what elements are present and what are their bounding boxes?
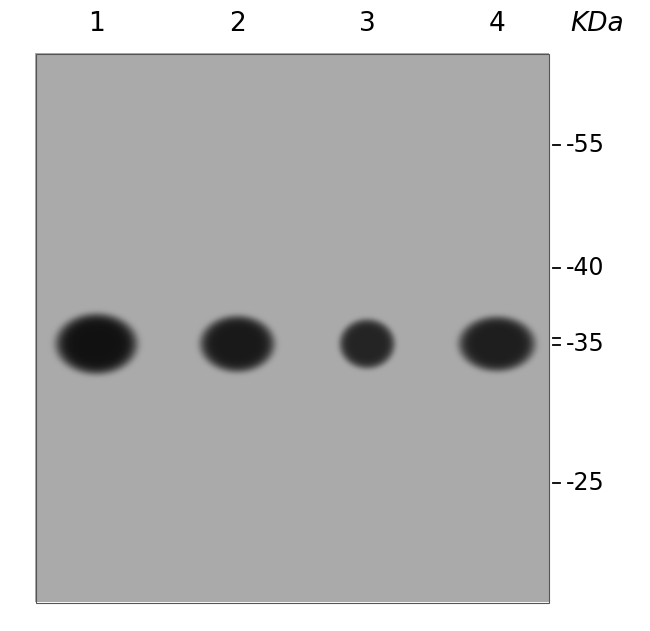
Text: KDa: KDa — [570, 11, 623, 37]
Text: -25: -25 — [566, 471, 604, 495]
Text: 1: 1 — [88, 11, 105, 37]
Text: 2: 2 — [229, 11, 246, 37]
Text: 3: 3 — [359, 11, 376, 37]
Text: -55: -55 — [566, 133, 604, 157]
Text: 4: 4 — [489, 11, 506, 37]
Bar — [36, 54, 549, 603]
Text: -40: -40 — [566, 256, 604, 280]
Text: -35: -35 — [566, 332, 604, 356]
